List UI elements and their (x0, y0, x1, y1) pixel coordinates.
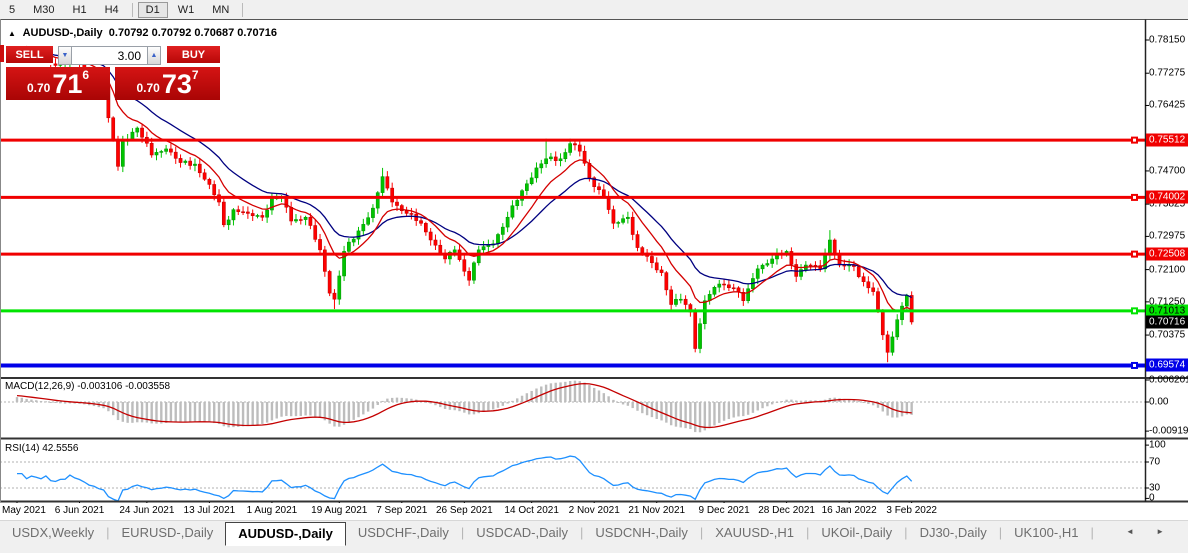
one-click-trading-panel: SELL ▼ 3.00 ▲ BUY 0.70 71 6 0.70 73 7 (6, 46, 220, 100)
date-label: 14 Oct 2021 (504, 505, 559, 516)
macd-signal-line (16, 382, 912, 429)
date-label: 9 Dec 2021 (698, 505, 750, 516)
panel-edge-marker (0, 45, 4, 62)
tab-ukoil-daily[interactable]: UKOil-,Daily (821, 525, 893, 540)
price-badge-0.69574: 0.69574 (1146, 358, 1188, 372)
rsi-tick-label: 100 (1149, 439, 1166, 451)
macd-tick-label: 0.006201 (1149, 374, 1188, 386)
date-label: 19 Aug 2021 (311, 505, 368, 516)
macd-tick-label: 0.00 (1149, 396, 1169, 408)
timeframe-button-mn[interactable]: MN (212, 3, 230, 16)
tab-usdcad-daily[interactable]: USDCAD-,Daily (476, 525, 568, 540)
tab-separator: | (699, 525, 704, 540)
rsi-label: RSI(14) 42.5556 (5, 443, 79, 454)
buy-price-big: 73 (161, 69, 192, 99)
rsi-pane[interactable] (0, 455, 1145, 502)
timeframe-button-h1[interactable]: H1 (72, 3, 87, 16)
sell-button[interactable]: SELL (6, 46, 53, 65)
tab-separator: | (805, 525, 810, 540)
date-label: 7 Sep 2021 (376, 505, 428, 516)
buy-price-small: 0.70 (136, 81, 160, 95)
rsi-line (17, 455, 913, 502)
timeframe-button-m30[interactable]: M30 (33, 3, 55, 16)
price-tick-label: 0.71250 (1149, 296, 1186, 308)
price-badge-0.72508: 0.72508 (1146, 247, 1188, 261)
date-label: 21 Nov 2021 (628, 505, 686, 516)
tab-usdx-weekly[interactable]: USDX,Weekly (12, 525, 95, 540)
tab-dj30-daily[interactable]: DJ30-,Daily (919, 525, 987, 540)
macd-label: MACD(12,26,9) -0.003106 -0.003558 (5, 381, 171, 392)
macd-pane[interactable] (0, 380, 1145, 433)
buy-price-display[interactable]: 0.70 73 7 (115, 67, 220, 100)
tab-separator: | (460, 525, 465, 540)
date-label: 16 Jan 2022 (821, 505, 877, 516)
rsi-tick-label: 0 (1149, 492, 1155, 504)
price-tick-label: 0.72100 (1149, 264, 1186, 276)
toolbar-divider (242, 2, 244, 17)
date-label: 26 Sep 2021 (435, 505, 493, 516)
ohlc-values: 0.70792 0.70792 0.70687 0.70716 (108, 27, 277, 39)
price-tick-label: 0.73825 (1149, 198, 1186, 210)
chart-symbol-header: ▲ AUDUSD-,Daily 0.70792 0.70792 0.70687 … (8, 27, 277, 39)
toolbar-divider (131, 2, 133, 17)
price-tick-label: 0.76425 (1149, 99, 1186, 111)
price-badge-0.74002: 0.74002 (1146, 190, 1188, 204)
tab-uk100-h1[interactable]: UK100-,H1 (1014, 525, 1079, 540)
tab-separator: | (580, 525, 584, 540)
volume-decrease-button[interactable]: ▼ (58, 46, 72, 65)
symbol-title: AUDUSD-,Daily (22, 27, 103, 39)
date-label: 6 Jun 2021 (54, 505, 105, 516)
date-label: 18 May 2021 (0, 505, 46, 516)
chart-tab-bar: USDX,Weekly | EURUSD-,Daily AUDUSD-,Daily US… (0, 520, 1188, 553)
tab-separator: | (998, 525, 1003, 540)
sell-price-small: 0.70 (26, 81, 51, 95)
price-badge-0.70716: 0.70716 (1146, 315, 1188, 329)
rsi-tick-label: 30 (1149, 482, 1161, 494)
buy-price-pip: 7 (191, 68, 199, 82)
price-tick-label: 0.70375 (1149, 329, 1186, 341)
price-tick-label: 0.72975 (1149, 230, 1186, 242)
sell-price-display[interactable]: 0.70 71 6 (6, 67, 110, 100)
date-axis[interactable]: 18 May 2021 6 Jun 2021 24 Jun 2021 13 Jul 2… (0, 503, 1188, 520)
date-label: 3 Feb 2022 (886, 505, 937, 516)
date-label: 24 Jun 2021 (119, 505, 175, 516)
volume-increase-button[interactable]: ▲ (147, 46, 161, 65)
date-label: 1 Aug 2021 (246, 505, 298, 516)
chart-area[interactable]: ▲ AUDUSD-,Daily 0.70792 0.70792 0.70687 … (0, 19, 1188, 504)
date-label: 28 Dec 2021 (758, 505, 815, 516)
tab-scroll-arrows[interactable]: ◄ ► (1125, 527, 1174, 536)
macd-tick-label: -0.00919 (1149, 425, 1188, 437)
volume-input[interactable]: 3.00 (72, 46, 147, 65)
ma-slow-line (16, 49, 912, 299)
sell-price-big: 71 (52, 69, 83, 99)
date-label: 13 Jul 2021 (183, 505, 236, 516)
sell-price-pip: 6 (82, 68, 90, 82)
price-badge-0.71013: 0.71013 (1146, 304, 1188, 318)
rsi-tick-label: 70 (1149, 456, 1161, 468)
timeframe-button-w1[interactable]: W1 (177, 3, 195, 16)
buy-button[interactable]: BUY (167, 46, 220, 65)
collapse-triangle-icon[interactable]: ▲ (8, 29, 16, 38)
timeframe-button-d1[interactable]: D1 (137, 1, 168, 18)
price-tick-label: 0.77275 (1149, 67, 1186, 79)
timeframe-button-h4[interactable]: H4 (104, 3, 119, 16)
timeframe-button-5[interactable]: 5 (9, 3, 16, 16)
tab-audusd-daily[interactable]: AUDUSD-,Daily (225, 522, 346, 546)
tab-separator: | (106, 525, 110, 540)
date-label: 2 Nov 2021 (568, 505, 620, 516)
price-badge-0.75512: 0.75512 (1146, 133, 1188, 147)
tab-separator: | (1090, 525, 1094, 540)
tab-separator: | (904, 525, 908, 540)
timeframe-toolbar: 5 M30 H1 H4 D1 W1 MN (0, 0, 1188, 19)
tab-usdcnh-daily[interactable]: USDCNH-,Daily (595, 525, 688, 540)
price-tick-label: 0.78150 (1149, 34, 1186, 46)
tab-eurusd-daily[interactable]: EURUSD-,Daily (121, 525, 214, 540)
tab-usdchf-daily[interactable]: USDCHF-,Daily (357, 525, 449, 540)
tab-xauusd-h1[interactable]: XAUUSD-,H1 (715, 525, 794, 540)
price-tick-label: 0.74700 (1149, 165, 1186, 177)
